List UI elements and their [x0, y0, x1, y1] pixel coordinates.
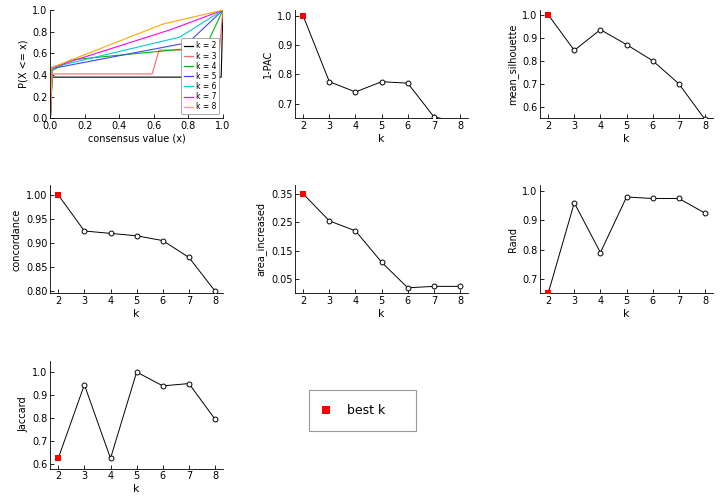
Y-axis label: Rand: Rand	[508, 227, 518, 252]
X-axis label: consensus value (x): consensus value (x)	[88, 134, 186, 144]
X-axis label: k: k	[133, 484, 140, 494]
Y-axis label: mean_silhouette: mean_silhouette	[507, 24, 518, 105]
X-axis label: k: k	[378, 309, 385, 319]
Y-axis label: P(X <= x): P(X <= x)	[18, 40, 28, 88]
X-axis label: k: k	[624, 134, 630, 144]
X-axis label: k: k	[133, 309, 140, 319]
Y-axis label: area_increased: area_increased	[256, 203, 267, 276]
Legend: k = 2, k = 3, k = 4, k = 5, k = 6, k = 7, k = 8: k = 2, k = 3, k = 4, k = 5, k = 6, k = 7…	[181, 38, 219, 114]
X-axis label: k: k	[624, 309, 630, 319]
Text: best k: best k	[347, 404, 385, 417]
X-axis label: k: k	[378, 134, 385, 144]
Y-axis label: Jaccard: Jaccard	[18, 397, 28, 432]
Y-axis label: 1-PAC: 1-PAC	[263, 50, 273, 78]
Y-axis label: concordance: concordance	[12, 208, 22, 271]
